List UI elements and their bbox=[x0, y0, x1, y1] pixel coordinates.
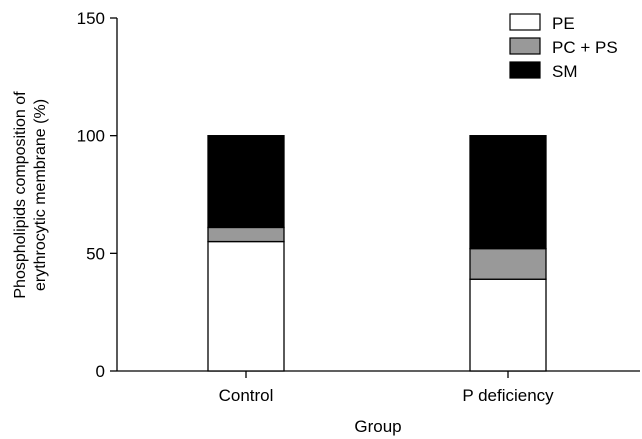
bar-segment bbox=[207, 226, 285, 243]
bar-segment bbox=[469, 135, 547, 250]
legend-swatch bbox=[509, 13, 541, 31]
legend-label: PC + PS bbox=[552, 38, 618, 57]
legend-swatch bbox=[509, 61, 541, 79]
y-axis: 0 50 100 150 bbox=[77, 9, 118, 381]
x-axis: Control P deficiency bbox=[117, 370, 640, 405]
bars bbox=[207, 135, 547, 372]
x-axis-label: Group bbox=[354, 417, 401, 436]
x-tick-label: Control bbox=[219, 386, 274, 405]
x-tick-label: P deficiency bbox=[462, 386, 554, 405]
legend-swatch bbox=[509, 37, 541, 55]
y-tick-label: 100 bbox=[77, 127, 105, 146]
legend: PE PC + PS SM bbox=[509, 13, 618, 81]
bar-segment bbox=[469, 278, 547, 372]
legend-label: PE bbox=[552, 14, 575, 33]
bar-segment bbox=[207, 135, 285, 229]
bar-segment bbox=[207, 240, 285, 372]
y-axis-label-line-2: erythrocytic membrane (%) bbox=[32, 99, 49, 291]
y-tick-label: 150 bbox=[77, 9, 105, 28]
y-axis-label-line-1: Phospholipids composition of bbox=[12, 91, 29, 299]
y-tick-label: 50 bbox=[86, 244, 105, 263]
legend-label: SM bbox=[552, 62, 578, 81]
bar-segment bbox=[469, 247, 547, 280]
y-tick-label: 0 bbox=[96, 362, 105, 381]
